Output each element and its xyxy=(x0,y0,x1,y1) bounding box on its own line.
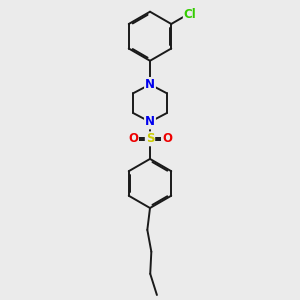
Text: Cl: Cl xyxy=(184,8,197,21)
Text: S: S xyxy=(146,132,154,145)
Text: N: N xyxy=(145,116,155,128)
Text: O: O xyxy=(162,132,172,145)
Text: O: O xyxy=(128,132,138,145)
Text: N: N xyxy=(145,78,155,91)
